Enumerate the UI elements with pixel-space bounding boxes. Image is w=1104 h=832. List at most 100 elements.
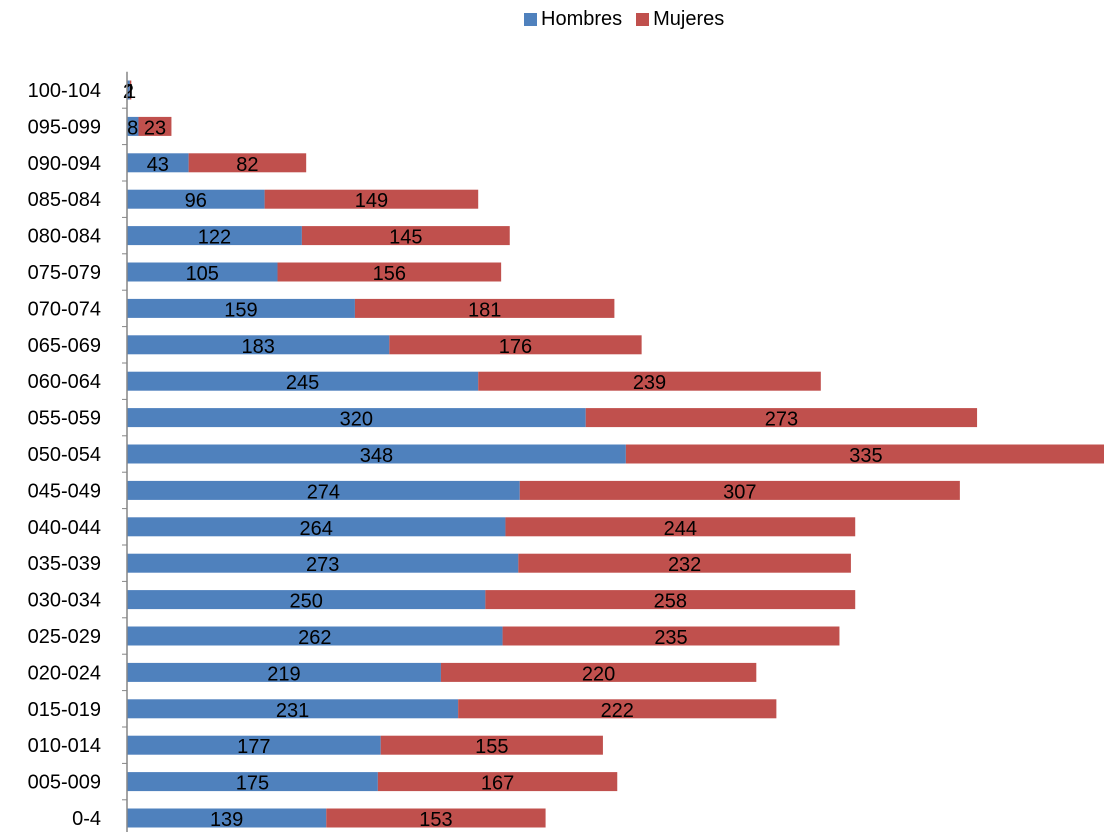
data-label-hombres-025-029: 262 [298, 627, 331, 649]
data-label-mujeres-035-039: 232 [668, 554, 701, 576]
data-label-mujeres-080-084: 145 [389, 227, 422, 249]
data-label-mujeres-100-104: 1 [125, 81, 136, 103]
category-label-095-099: 095-099 [28, 116, 101, 138]
data-label-hombres-040-044: 264 [300, 518, 333, 540]
bar-mujeres-095-099 [138, 116, 172, 136]
data-label-mujeres-055-059: 273 [765, 409, 798, 431]
category-label-085-084: 085-084 [28, 189, 101, 211]
data-label-hombres-005-009: 175 [236, 773, 269, 795]
data-label-hombres-085-084: 96 [185, 190, 207, 212]
data-label-hombres-100-104: 2 [123, 81, 134, 103]
legend-swatch-hombres [524, 13, 537, 26]
bar-hombres-055-059 [127, 408, 586, 428]
data-label-mujeres-040-044: 244 [664, 518, 697, 540]
category-label-030-034: 030-034 [28, 590, 101, 612]
data-label-hombres-010-014: 177 [237, 736, 270, 758]
data-label-hombres-090-094: 43 [147, 154, 169, 176]
bar-hombres-050-054 [127, 444, 626, 464]
bar-hombres-020-024 [127, 662, 441, 682]
category-label-075-079: 075-079 [28, 262, 101, 284]
category-label-065-069: 065-069 [28, 335, 101, 357]
bar-hombres-040-044 [127, 517, 506, 537]
data-label-mujeres-005-009: 167 [481, 773, 514, 795]
bar-hombres-075-079 [127, 262, 278, 282]
bar-hombres-010-014 [127, 735, 381, 755]
category-label-080-084: 080-084 [28, 226, 101, 248]
bar-mujeres-100-104 [129, 80, 132, 100]
bar-hombres-005-009 [127, 772, 378, 792]
bar-hombres-070-074 [127, 298, 355, 318]
data-label-hombres-0-4: 139 [210, 809, 243, 831]
data-label-hombres-070-074: 159 [224, 299, 257, 321]
bar-mujeres-055-059 [585, 408, 978, 428]
bar-hombres-015-019 [127, 699, 459, 719]
data-label-mujeres-010-014: 155 [475, 736, 508, 758]
data-label-mujeres-060-064: 239 [633, 372, 666, 394]
bar-mujeres-090-094 [188, 153, 307, 173]
data-label-hombres-060-064: 245 [286, 372, 319, 394]
bar-hombres-090-094 [127, 153, 189, 173]
data-label-mujeres-095-099: 23 [144, 117, 166, 139]
legend-label-mujeres: Mujeres [653, 8, 725, 30]
bar-mujeres-060-064 [478, 371, 821, 391]
bar-mujeres-020-024 [440, 662, 757, 682]
category-label-025-029: 025-029 [28, 626, 101, 648]
bar-mujeres-025-029 [502, 626, 840, 646]
bar-hombres-035-039 [127, 553, 519, 573]
bar-mujeres-085-084 [264, 189, 479, 209]
data-label-mujeres-025-029: 235 [654, 627, 687, 649]
category-label-050-054: 050-054 [28, 444, 101, 466]
legend-item-hombres: Hombres [524, 8, 622, 31]
bar-mujeres-040-044 [505, 517, 856, 537]
category-label-060-064: 060-064 [28, 371, 101, 393]
category-label-070-074: 070-074 [28, 298, 101, 320]
data-label-mujeres-075-079: 156 [373, 263, 406, 285]
bar-hombres-025-029 [127, 626, 503, 646]
category-label-020-024: 020-024 [28, 662, 101, 684]
bar-hombres-065-069 [127, 335, 390, 355]
data-label-mujeres-0-4: 153 [419, 809, 452, 831]
data-label-hombres-045-049: 274 [307, 481, 340, 503]
bar-hombres-045-049 [127, 480, 520, 500]
category-label-005-009: 005-009 [28, 772, 101, 794]
chart-legend: Hombres Mujeres [524, 8, 738, 31]
category-label-040-044: 040-044 [28, 517, 101, 539]
bar-mujeres-080-084 [301, 226, 510, 246]
data-label-hombres-030-034: 250 [290, 591, 323, 613]
data-label-mujeres-030-034: 258 [654, 591, 687, 613]
data-label-mujeres-090-094: 82 [236, 154, 258, 176]
data-label-hombres-015-019: 231 [276, 700, 309, 722]
bar-mujeres-0-4 [326, 808, 546, 828]
bar-hombres-100-104 [127, 80, 130, 100]
data-label-hombres-050-054: 348 [360, 445, 393, 467]
bar-mujeres-005-009 [377, 772, 618, 792]
bar-mujeres-075-079 [277, 262, 502, 282]
bar-mujeres-010-014 [380, 735, 603, 755]
data-label-mujeres-015-019: 222 [601, 700, 634, 722]
data-label-hombres-020-024: 219 [267, 663, 300, 685]
category-label-010-014: 010-014 [28, 735, 101, 757]
bar-hombres-085-084 [127, 189, 265, 209]
bar-mujeres-065-069 [389, 335, 642, 355]
data-label-mujeres-065-069: 176 [499, 336, 532, 358]
bar-mujeres-035-039 [518, 553, 851, 573]
bar-hombres-080-084 [127, 226, 302, 246]
category-label-055-059: 055-059 [28, 408, 101, 430]
bar-hombres-095-099 [127, 116, 139, 136]
bar-hombres-030-034 [127, 590, 486, 610]
data-label-hombres-095-099: 8 [127, 117, 138, 139]
data-label-hombres-035-039: 273 [306, 554, 339, 576]
data-label-mujeres-085-084: 149 [355, 190, 388, 212]
bar-hombres-060-064 [127, 371, 479, 391]
category-label-045-049: 045-049 [28, 480, 101, 502]
legend-item-mujeres: Mujeres [636, 8, 724, 31]
bar-mujeres-045-049 [519, 480, 960, 500]
data-label-mujeres-045-049: 307 [723, 481, 756, 503]
category-label-0-4: 0-4 [72, 808, 101, 830]
bar-mujeres-030-034 [485, 590, 856, 610]
data-label-mujeres-050-054: 335 [849, 445, 882, 467]
bar-mujeres-015-019 [458, 699, 777, 719]
data-label-hombres-065-069: 183 [241, 336, 274, 358]
bar-hombres-0-4 [127, 808, 327, 828]
